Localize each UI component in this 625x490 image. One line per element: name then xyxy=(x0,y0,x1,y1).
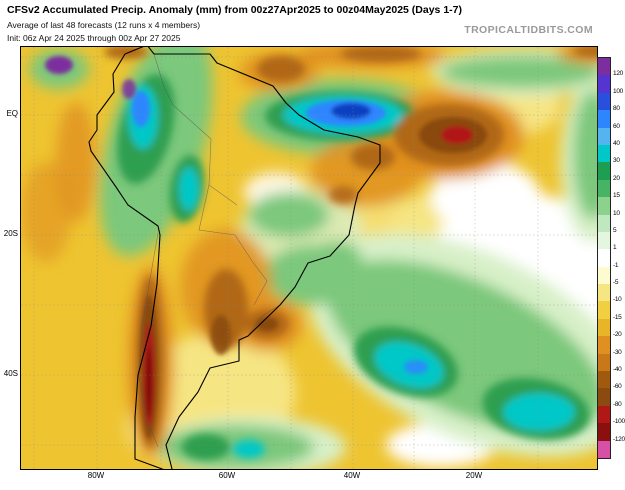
colorbar-segment xyxy=(598,231,610,250)
colorbar-label: -5 xyxy=(613,279,619,287)
coastline xyxy=(88,47,381,469)
colorbar-label: 60 xyxy=(613,122,620,130)
colorbar-label: -60 xyxy=(613,383,622,391)
country-borders xyxy=(138,53,281,448)
lat-label-40s: 40S xyxy=(3,369,18,378)
anomaly-field-layer-core xyxy=(45,56,487,439)
colorbar-segment xyxy=(598,75,610,93)
colorbar-label: 10 xyxy=(613,209,620,217)
colorbar-label: 20 xyxy=(613,174,620,182)
colorbar-segment xyxy=(598,405,610,424)
colorbar-label: -30 xyxy=(613,348,622,356)
colorbar-segment xyxy=(598,110,610,128)
colorbar-label: -15 xyxy=(613,313,622,321)
colorbar-label: 120 xyxy=(613,70,623,78)
lat-label-20s: 20S xyxy=(3,229,18,238)
colorbar-label: -100 xyxy=(613,418,625,426)
colorbar-label: 1 xyxy=(613,244,617,252)
colorbar-segment xyxy=(598,162,610,180)
colorbar-segment xyxy=(598,127,610,145)
colorbar-label: -1 xyxy=(613,261,619,269)
colorbar-labels: 120 100 80 60 40 30 20 15 10 5 1 -1 -5 -10 -15 -20 -30 -4… xyxy=(613,57,625,457)
map-canvas xyxy=(20,46,598,470)
colorbar-label: -10 xyxy=(613,296,622,304)
colorbar xyxy=(597,57,611,459)
init-line: Init: 06z Apr 24 2025 through 00z Apr 27… xyxy=(7,33,181,43)
colorbar-segment xyxy=(598,249,610,267)
colorbar-segment xyxy=(598,284,610,302)
colorbar-segment xyxy=(598,423,610,441)
lon-label-60w: 60W xyxy=(218,471,236,480)
anomaly-field xyxy=(21,47,597,469)
colorbar-segment xyxy=(598,197,610,215)
page-subtitle: Average of last 48 forecasts (12 runs x … xyxy=(7,20,201,30)
colorbar-segment xyxy=(598,179,610,198)
colorbar-label: -120 xyxy=(613,435,625,443)
colorbar-segment xyxy=(598,440,610,458)
colorbar-label: 15 xyxy=(613,192,620,200)
colorbar-segment xyxy=(598,301,610,319)
colorbar-label: -40 xyxy=(613,366,622,374)
lat-label-eq: EQ xyxy=(6,109,18,118)
colorbar-segment xyxy=(598,144,610,163)
colorbar-segment xyxy=(598,388,610,406)
colorbar-segment xyxy=(598,58,610,76)
colorbar-label: -20 xyxy=(613,331,622,339)
colorbar-segment xyxy=(598,92,610,111)
lon-label-40w: 40W xyxy=(343,471,361,480)
colorbar-label: 100 xyxy=(613,87,623,95)
colorbar-segment xyxy=(598,353,610,372)
colorbar-segment xyxy=(598,336,610,354)
page-title: CFSv2 Accumulated Precip. Anomaly (mm) f… xyxy=(7,4,462,16)
lon-label-80w: 80W xyxy=(87,471,105,480)
colorbar-label: -80 xyxy=(613,400,622,408)
watermark: TROPICALTIDBITS.COM xyxy=(464,24,593,36)
colorbar-label: 5 xyxy=(613,226,617,234)
colorbar-segment xyxy=(598,214,610,232)
lon-label-20w: 20W xyxy=(465,471,483,480)
colorbar-label: 80 xyxy=(613,105,620,113)
colorbar-segment xyxy=(598,318,610,337)
colorbar-segment xyxy=(598,266,610,285)
grid-lines xyxy=(21,47,597,469)
colorbar-segment xyxy=(598,371,610,389)
colorbar-label: 30 xyxy=(613,157,620,165)
colorbar-label: 40 xyxy=(613,139,620,147)
